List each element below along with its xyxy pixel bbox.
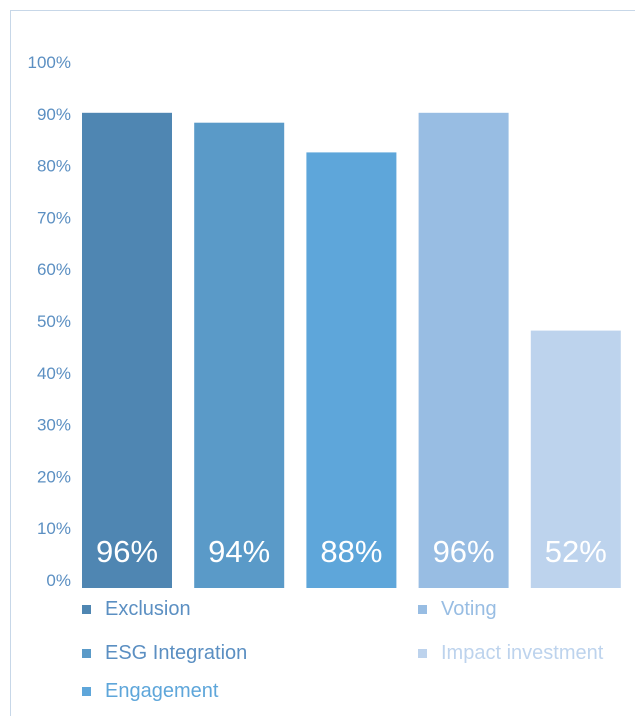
y-tick-label: 30%	[37, 416, 71, 435]
y-tick-label: 60%	[37, 260, 71, 279]
bar-value-label: 94%	[208, 534, 270, 569]
bar-voting	[418, 112, 509, 589]
legend-label: Voting	[441, 597, 497, 620]
y-tick-label: 80%	[37, 157, 71, 176]
legend-label: Impact investment	[441, 641, 604, 664]
chart-frame	[10, 10, 635, 716]
legend-item: Voting	[418, 597, 497, 621]
y-tick-label: 100%	[28, 53, 71, 72]
y-tick-label: 50%	[37, 312, 71, 331]
bar-exclusion	[82, 112, 172, 589]
legend-item: Engagement	[82, 679, 218, 703]
bar-value-label: 96%	[433, 534, 495, 569]
y-tick-label: 0%	[46, 571, 71, 590]
y-tick-label: 90%	[37, 105, 71, 124]
y-tick-label: 70%	[37, 208, 71, 227]
bar-value-label: 96%	[96, 534, 158, 569]
bar-impact-investment	[530, 330, 621, 588]
y-tick-label: 40%	[37, 364, 71, 383]
legend-swatch	[418, 648, 427, 658]
bar-esg-integration	[194, 122, 285, 588]
legend-swatch	[82, 686, 91, 696]
legend-swatch	[82, 648, 91, 658]
legend-item: Exclusion	[82, 597, 191, 621]
legend-label: Engagement	[105, 679, 219, 702]
legend-label: Exclusion	[105, 597, 191, 620]
legend-swatch	[82, 604, 91, 614]
legend-item: ESG Integration	[82, 641, 247, 665]
legend-item: Impact investment	[418, 641, 603, 665]
legend-label: ESG Integration	[105, 641, 248, 664]
bar-value-label: 88%	[320, 534, 382, 569]
y-tick-label: 10%	[37, 519, 71, 538]
bar-engagement	[306, 152, 397, 588]
y-tick-label: 20%	[37, 467, 71, 486]
bar-value-label: 52%	[545, 534, 607, 569]
legend-swatch	[418, 604, 427, 614]
